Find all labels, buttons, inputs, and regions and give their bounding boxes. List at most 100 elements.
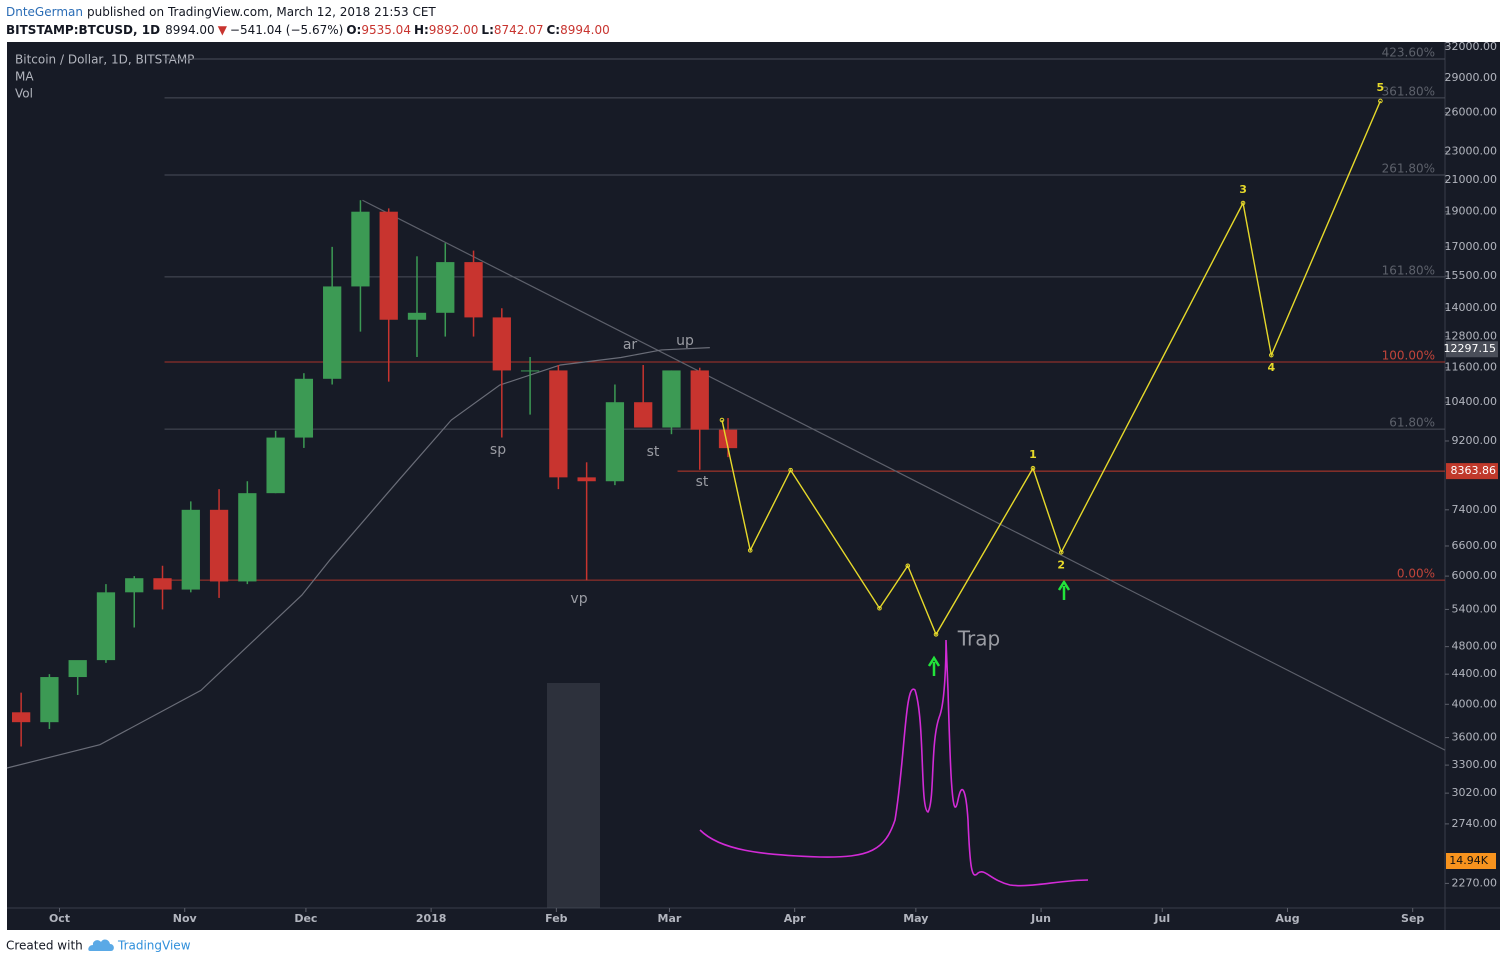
last-price: 8994.00 (165, 23, 215, 37)
y-tick-label: 23000.00 (1445, 144, 1498, 157)
fib-label: 61.80% (1389, 416, 1435, 430)
y-tick-label: 4800.00 (1452, 640, 1498, 653)
y-tick-label: 2740.00 (1452, 817, 1498, 830)
candle-body (12, 712, 31, 723)
x-tick-label: Mar (658, 912, 682, 925)
symbol-line: BITSTAMP:BTCUSD, 1D 8994.00 ▼ −541.04 (−5.6… (6, 23, 610, 37)
up-arrow (927, 655, 941, 676)
projection-path (721, 100, 1382, 636)
candle-body (605, 402, 625, 482)
candle-body (436, 262, 455, 313)
ohlc-label: C: (547, 23, 561, 37)
trendline (362, 199, 1446, 751)
fib-label: 261.80% (1382, 161, 1435, 175)
x-tick-label: Sep (1401, 912, 1424, 925)
x-tick-label: Nov (173, 912, 198, 925)
x-tick-label: 2018 (416, 912, 447, 925)
y-tick-label: 3600.00 (1452, 731, 1498, 744)
candle-body (40, 677, 59, 723)
fib-label: 100.00% (1382, 349, 1435, 363)
candle-body (323, 286, 342, 379)
highlight-box (547, 683, 600, 908)
price-tag (1446, 463, 1498, 480)
candle-body (379, 211, 398, 320)
y-tick-label: 6000.00 (1452, 569, 1498, 582)
price-tag-text: 8363.86 (1451, 464, 1497, 477)
projection-point (1269, 352, 1274, 358)
candle-body (549, 370, 568, 478)
y-tick-label: 4000.00 (1452, 697, 1498, 710)
x-tick-label: Oct (49, 912, 70, 925)
candle-body (464, 262, 483, 318)
chart-bg (7, 42, 1500, 930)
candle-body (209, 509, 229, 582)
brand-link[interactable]: TradingView (117, 939, 191, 953)
annotation: up (676, 333, 694, 349)
fib-label: 161.80% (1382, 263, 1435, 277)
volume-tag-text: 14.94K (1449, 854, 1488, 867)
y-tick-label: 32000.00 (1445, 40, 1498, 53)
ohlc-value: 8742.07 (494, 23, 544, 37)
ohlc-label: H: (414, 23, 429, 37)
x-tick-label: Jun (1030, 912, 1051, 925)
ohlc-label: L: (481, 23, 493, 37)
ma-tag (1446, 341, 1498, 358)
x-tick-label: Dec (294, 912, 317, 925)
wave-label: 4 (1267, 361, 1275, 374)
candle-body (634, 402, 653, 428)
y-tick-label: 3300.00 (1452, 758, 1498, 771)
wave-label: 5 (1377, 81, 1385, 94)
fib-label: 0.00% (1397, 567, 1435, 581)
indicator-name: Vol (15, 87, 33, 101)
y-tick-label: 19000.00 (1445, 205, 1498, 218)
y-tick-label: 2270.00 (1452, 876, 1498, 889)
y-tick-label: 15500.00 (1445, 269, 1498, 282)
projection-point (747, 548, 753, 553)
candle-body (266, 437, 285, 494)
y-tick-label: 12800.00 (1445, 330, 1498, 343)
y-tick-label: 6600.00 (1452, 539, 1498, 552)
brush-drawing (699, 639, 1089, 887)
candle-body (520, 370, 540, 372)
y-tick-label: 4400.00 (1452, 667, 1498, 680)
x-tick-label: May (903, 912, 928, 925)
y-tick-label: 9200.00 (1452, 434, 1498, 447)
projection-point (905, 563, 911, 569)
projection-point (1030, 465, 1036, 471)
ohlc-value: 9535.04 (361, 23, 411, 37)
author-link[interactable]: DnteGerman (6, 5, 83, 19)
chart-title: Bitcoin / Dollar, 1D, BITSTAMP (15, 53, 194, 67)
candle-body (492, 317, 511, 371)
publish-line: DnteGerman published on TradingView.com, … (6, 5, 436, 19)
publish-info: published on TradingView.com, March 12, … (87, 5, 436, 19)
candle-body (690, 370, 709, 430)
candle-body (407, 312, 427, 320)
volume-tag (1446, 853, 1496, 869)
projection-point (933, 632, 939, 637)
brand-icon (88, 939, 114, 951)
y-tick-label: 11600.00 (1445, 361, 1498, 374)
candle-body (68, 660, 87, 678)
ohlc-label: O: (346, 23, 361, 37)
up-arrow (1057, 579, 1071, 600)
x-tick-label: Aug (1275, 912, 1299, 925)
annotation: st (696, 474, 709, 490)
symbol: BITSTAMP:BTCUSD, 1D (6, 23, 160, 37)
projection-point (1058, 549, 1064, 555)
candle-body (718, 429, 738, 449)
ohlc-value: 9892.00 (429, 23, 479, 37)
plot-area: 423.60% 361.80% 261.80% 161.80% 100.00% 61.80… (6, 45, 1446, 769)
y-tick-label: 14000.00 (1445, 301, 1498, 314)
x-tick-label: Apr (784, 912, 806, 925)
candle-body (96, 592, 116, 661)
annotation: sp (490, 442, 506, 458)
annotation: Trap (957, 627, 1000, 651)
y-tick-label: 3020.00 (1452, 786, 1498, 799)
x-tick-label: Jul (1153, 912, 1170, 925)
projection-point (1240, 200, 1246, 206)
y-tick-label: 26000.00 (1445, 106, 1498, 119)
ma-tag-text: 12297.15 (1444, 342, 1497, 355)
footer-text: Created with (6, 939, 83, 953)
candle-body (662, 370, 681, 428)
